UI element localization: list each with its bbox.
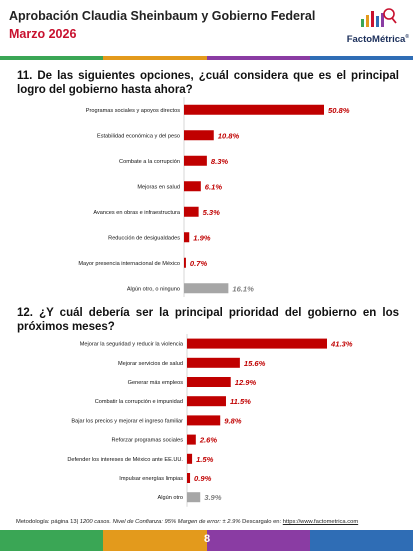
category-label: Mejorar la seguridad y reducir la violen… <box>80 342 184 348</box>
question-12-title: 12. ¿Y cuál debería ser la principal pri… <box>17 307 399 333</box>
bar <box>184 104 324 115</box>
bar <box>184 283 229 294</box>
value-label: 3.9% <box>204 493 222 502</box>
category-label: Mayor presencia internacional de México <box>78 261 180 267</box>
category-label: Reforzar programas sociales <box>111 438 183 444</box>
bar <box>187 396 226 407</box>
value-label: 15.6% <box>244 359 266 368</box>
chart-question-11: Programas sociales y apoyos directos 50.8… <box>78 97 350 297</box>
value-label: 6.1% <box>205 182 223 191</box>
bar <box>184 155 207 166</box>
bar <box>184 206 199 217</box>
category-label: Combatir la corrupción e impunidad <box>95 399 183 405</box>
value-label: 8.3% <box>211 157 229 166</box>
bar <box>187 434 196 445</box>
footer-color-stripe <box>0 530 413 551</box>
value-label: 9.8% <box>224 416 242 425</box>
category-label: Combate a la corrupción <box>119 159 180 165</box>
bar <box>184 130 214 141</box>
value-label: 41.3% <box>330 340 353 349</box>
bar <box>187 473 191 483</box>
stripe-blue <box>309 56 413 60</box>
bar <box>187 492 201 503</box>
methodology-note: Metodología: página 13| 1200 casos. Nive… <box>16 519 359 525</box>
bar <box>187 338 327 349</box>
category-label: Algún otro <box>158 495 184 501</box>
category-label: Estabilidad económica y del peso <box>97 133 180 139</box>
category-label: Programas sociales y apoyos directos <box>86 108 180 114</box>
value-label: 1.5% <box>196 455 214 464</box>
logo-bars-icon <box>361 8 397 27</box>
category-label: Mejorar servicios de salud <box>118 361 183 367</box>
logo-text: FactoMétrica® <box>346 34 409 46</box>
report-date: Marzo 2026 <box>9 27 77 41</box>
value-label: 0.9% <box>194 474 212 483</box>
category-label: Defender los intereses de México ante EE… <box>67 457 183 463</box>
stripe-purple <box>206 56 310 60</box>
question-11-title: 11. De las siguientes opciones, ¿cuál co… <box>17 70 399 96</box>
bar <box>184 257 186 268</box>
bar <box>187 453 193 464</box>
bar <box>184 232 190 243</box>
category-label: Reducción de desigualdades <box>108 235 180 241</box>
value-label: 10.8% <box>218 131 240 140</box>
category-label: Mejoras en salud <box>137 184 180 190</box>
value-label: 1.9% <box>193 233 211 242</box>
header-color-stripe <box>0 56 413 60</box>
value-label: 5.3% <box>203 208 221 217</box>
value-label: 12.9% <box>235 378 257 387</box>
chart-question-12: Mejorar la seguridad y reducir la violen… <box>67 334 353 507</box>
bar <box>187 377 231 387</box>
value-label: 50.8% <box>328 106 350 115</box>
report-header: Aprobación Claudia Sheinbaum y Gobierno … <box>0 0 413 56</box>
website-link[interactable]: https://www.factometrica.com <box>282 519 359 525</box>
category-label: Bajar los precios y mejorar el ingreso f… <box>71 418 183 424</box>
stripe-orange <box>103 56 207 60</box>
bar <box>187 415 221 426</box>
page-number: 8 <box>203 533 211 545</box>
category-label: Algún otro, o ninguno <box>127 286 180 292</box>
report-title: Aprobación Claudia Sheinbaum y Gobierno … <box>9 9 316 23</box>
value-label: 2.6% <box>199 436 218 445</box>
stripe-green <box>0 56 104 60</box>
bar <box>187 357 240 368</box>
category-label: Impulsar energías limpias <box>119 476 183 482</box>
value-label: 11.5% <box>230 397 251 406</box>
category-label: Avances en obras e infraestructura <box>93 210 181 216</box>
value-label: 16.1% <box>232 284 254 293</box>
factometrica-logo <box>361 8 397 27</box>
category-label: Generar más empleos <box>128 380 184 386</box>
bar <box>184 181 201 192</box>
value-label: 0.7% <box>190 259 208 268</box>
